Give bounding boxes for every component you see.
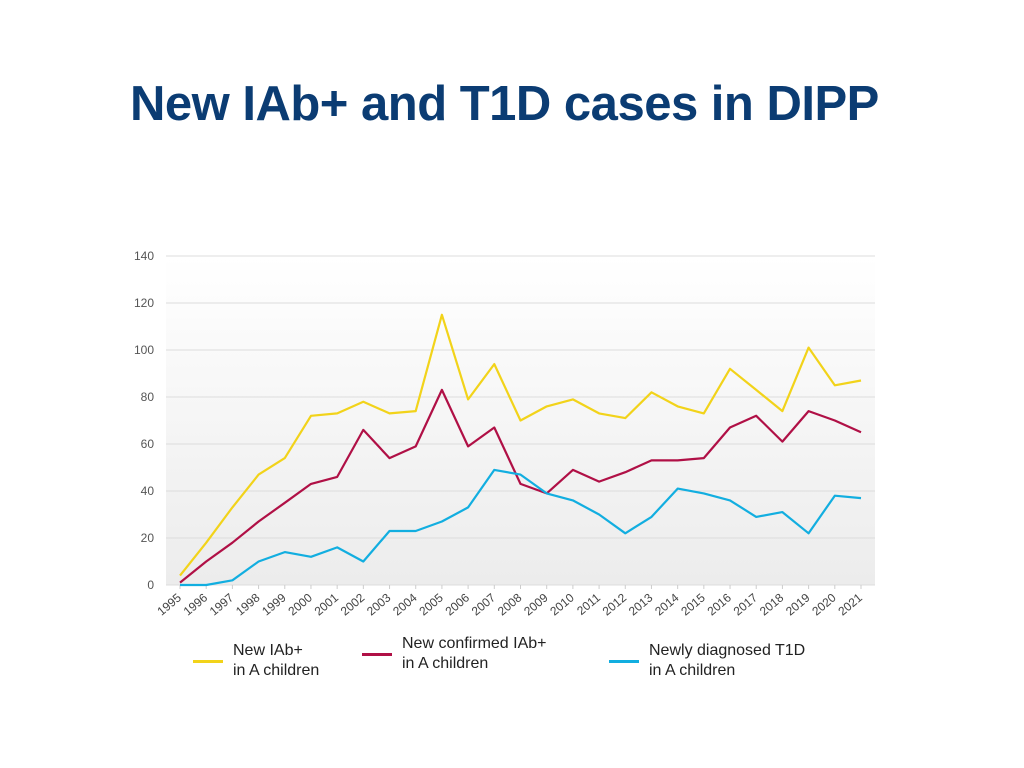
series-lines (179, 313, 862, 587)
x-tick-label: 2007 (469, 590, 499, 618)
x-tick-label: 2008 (495, 590, 525, 618)
chart-title: New IAb+ and T1D cases in DIPP (130, 77, 879, 131)
x-tick-label: 2021 (835, 590, 865, 618)
x-tick-label: 2015 (678, 590, 708, 618)
y-tick-label: 140 (134, 249, 154, 263)
legend-item-new-iab: New IAb+ in A children (193, 641, 319, 681)
legend-swatch-t1d (609, 659, 639, 663)
x-tick-label: 1995 (154, 590, 184, 618)
x-tick-label: 2001 (312, 590, 342, 618)
x-tick-label: 2011 (574, 590, 603, 618)
legend-label-confirmed-iab: New confirmed IAb+ in A children (402, 635, 547, 672)
x-tick-label: 2013 (626, 590, 656, 618)
y-tick-label: 20 (141, 531, 155, 545)
x-tick-label: 2009 (521, 590, 551, 618)
x-tick-label: 2006 (443, 590, 473, 618)
x-tick-label: 2003 (364, 590, 394, 618)
y-tick-label: 0 (147, 578, 154, 592)
x-tick-label: 1996 (181, 590, 211, 618)
legend-swatch-confirmed-iab (362, 652, 392, 656)
legend-swatch-new-iab (193, 659, 223, 663)
x-tick-label: 2017 (731, 590, 761, 618)
series-line-0 (179, 313, 862, 577)
y-tick-label: 80 (141, 390, 155, 404)
x-tick-label: 2014 (652, 590, 682, 618)
x-tick-label: 1997 (207, 590, 237, 618)
legend-item-confirmed-iab: New confirmed IAb+ in A children (362, 634, 547, 674)
x-tick-label: 2000 (285, 590, 315, 618)
x-tick-label: 1998 (233, 590, 263, 618)
series-line-1 (179, 388, 862, 584)
y-tick-label: 120 (134, 296, 154, 310)
x-tick-label: 2004 (390, 590, 420, 618)
gridlines (166, 255, 875, 586)
y-tick-label: 40 (141, 484, 155, 498)
x-tick-label: 2012 (600, 590, 630, 618)
y-tick-label: 60 (141, 437, 155, 451)
x-tick-label: 1999 (259, 590, 289, 618)
legend-label-new-iab: New IAb+ in A children (233, 642, 320, 679)
x-tick-label: 2005 (416, 590, 446, 618)
y-axis: 0 20 40 60 80 100 120 140 (134, 249, 154, 592)
y-tick-label: 100 (134, 343, 154, 357)
series-line-2 (180, 468, 862, 587)
x-tick-label: 2019 (783, 590, 813, 618)
x-tick-label: 2018 (757, 590, 787, 618)
legend-label-t1d: Newly diagnosed T1D in A children (649, 642, 806, 679)
x-tick-label: 2016 (705, 590, 735, 618)
x-tick-label: 2010 (547, 590, 577, 618)
legend-item-t1d: Newly diagnosed T1D in A children (609, 641, 805, 681)
x-axis: 1995199619971998199920002001200220032004… (154, 585, 865, 618)
x-tick-label: 2020 (809, 590, 839, 618)
x-tick-label: 2002 (338, 590, 368, 618)
